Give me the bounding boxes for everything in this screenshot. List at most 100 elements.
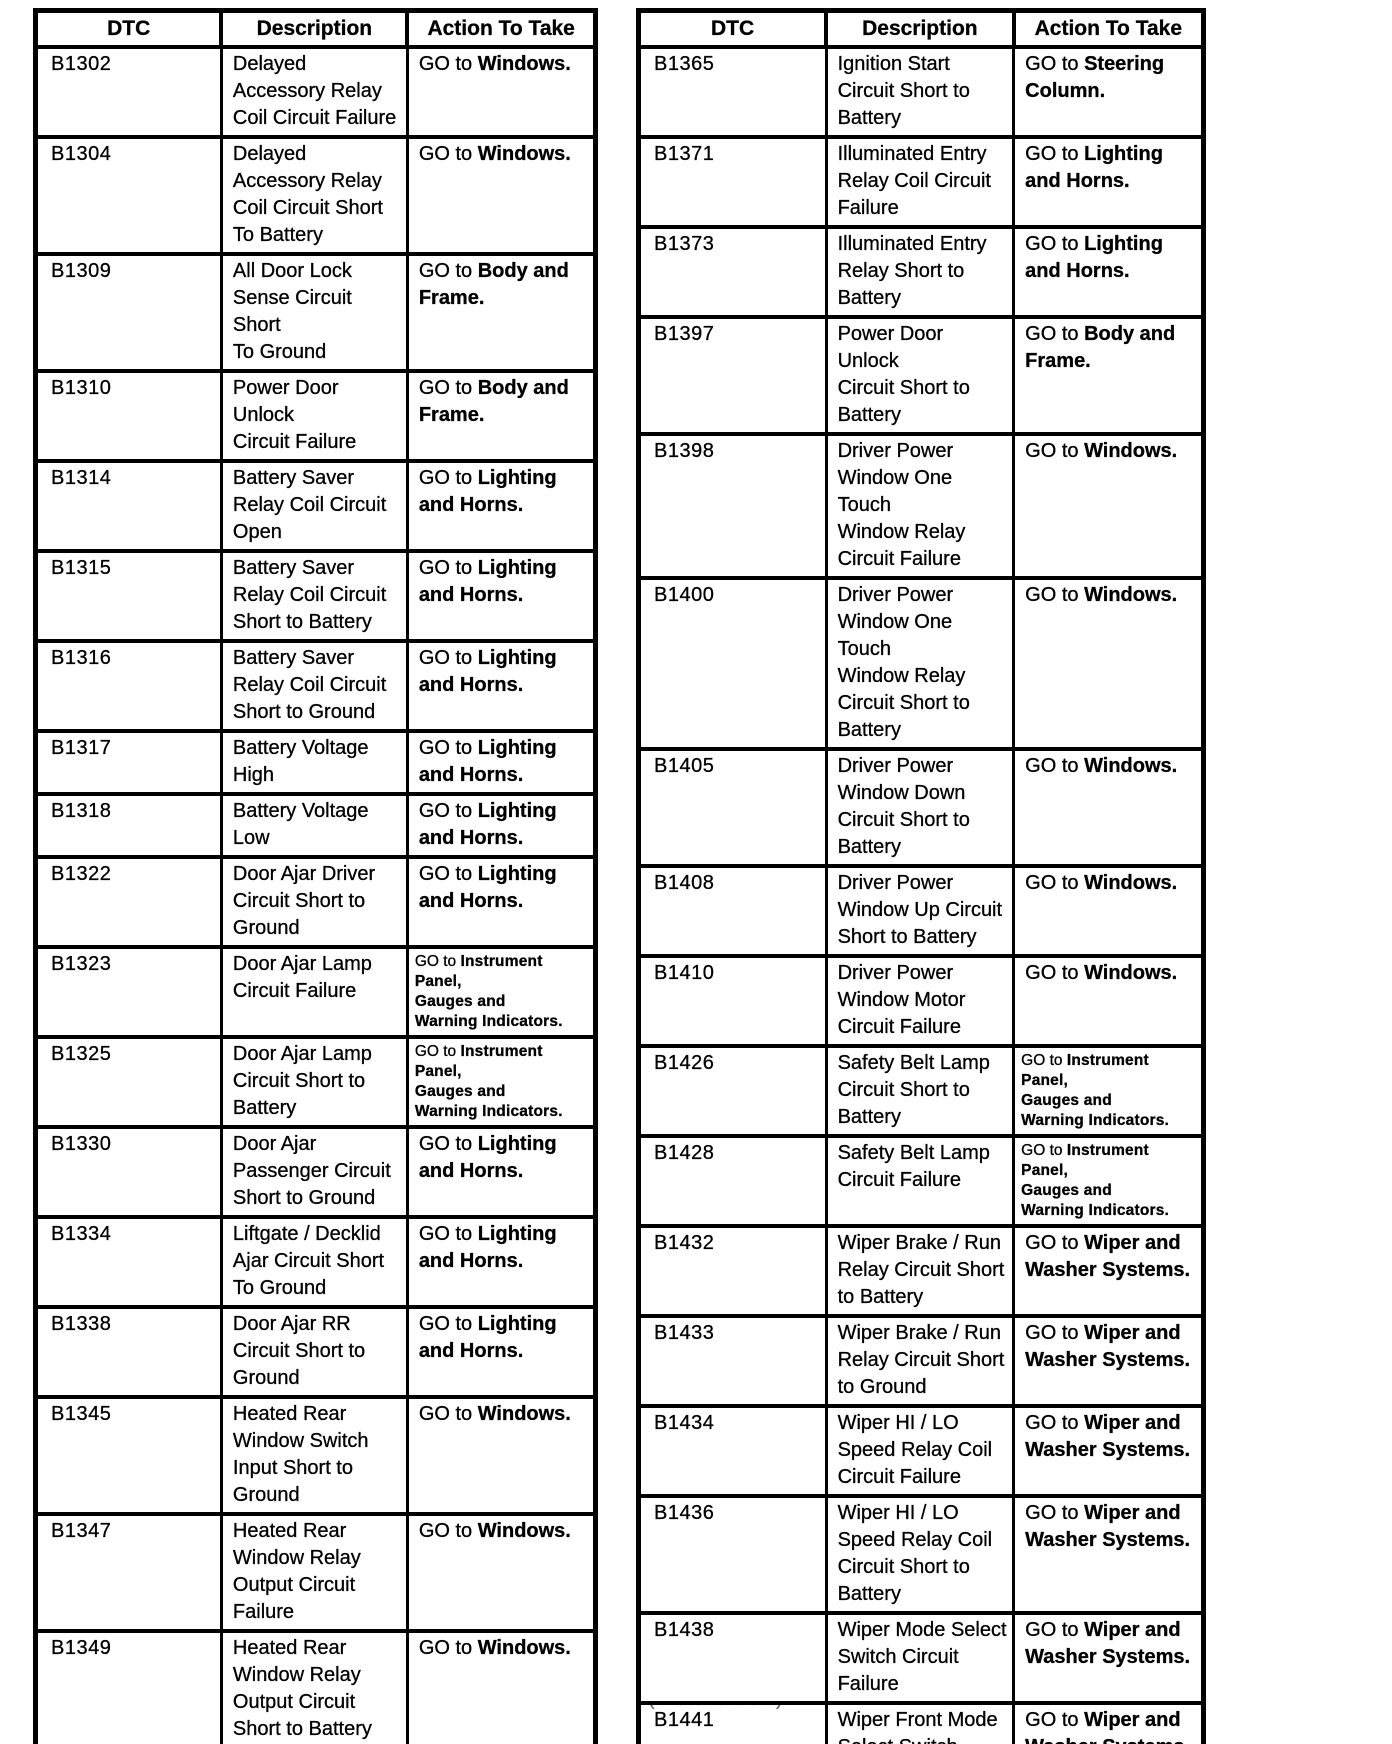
action-cell: GO to Lighting and Horns. [1012,225,1205,319]
action-prefix: GO to [1025,53,1085,75]
description-cell: Illuminated Entry Relay Coil Circuit Fai… [824,135,1016,229]
action-prefix: GO to [418,377,478,399]
action-target: Wiper and Washer Systems. [1025,1709,1190,1744]
action-cell: GO to Lighting and Horns. [405,459,598,553]
dtc-code-cell: B1397 [637,315,828,436]
description-cell: All Door Lock Sense Circuit Short To Gro… [219,252,409,373]
dtc-code-cell: B1428 [637,1134,828,1228]
dtc-code-cell: B1325 [34,1035,223,1129]
action-target: Windows. [477,143,571,165]
header-row: DTC Description Action To Take [33,8,598,49]
action-cell: GO to Lighting and Horns. [405,1125,598,1219]
action-target: Wiper and Washer Systems. [1025,1502,1191,1551]
action-target: Windows. [477,1637,571,1659]
dtc-code-cell: B1345 [34,1395,223,1516]
action-target: Windows. [1084,755,1178,777]
action-cell: GO to Instrument Panel, Gauges and Warni… [405,1035,598,1129]
dtc-code-cell: B1302 [34,45,223,139]
action-prefix: GO to [1025,1412,1085,1434]
dtc-code-cell: B1365 [637,45,828,139]
action-target: Lighting and Horns. [418,647,557,696]
dtc-code-cell: B1400 [637,576,828,751]
action-cell: GO to Lighting and Horns. [405,1215,598,1309]
description-cell: Wiper Mode Select Switch Circuit Failure [824,1611,1016,1705]
dtc-table-left: DTC Description Action To Take B1302 Dela… [33,8,598,1744]
table-row: B1347 Heated Rear Window Relay Output Cir… [34,1512,598,1633]
table-row: B1365 Ignition Start Circuit Short to Bat… [637,45,1205,139]
description-cell: Battery Saver Relay Coil Circuit Short t… [219,639,409,733]
action-prefix: GO to [418,1133,478,1155]
action-target: Instrument Panel, Gauges and Warning Ind… [1021,1142,1170,1219]
action-prefix: GO to [1025,1709,1085,1731]
dtc-code-cell: B1373 [637,225,828,319]
action-target: Windows. [477,1403,571,1425]
dtc-code-cell: B1432 [637,1224,828,1318]
action-prefix: GO to [418,467,478,489]
action-cell: GO to Lighting and Horns. [1012,135,1205,229]
description-cell: Wiper Brake / Run Relay Circuit Short to… [824,1314,1016,1408]
dtc-code-cell: B1317 [34,729,223,796]
table-row: B1349 Heated Rear Window Relay Output Cir… [34,1629,598,1744]
dtc-code-cell: B1434 [637,1404,828,1498]
action-target: Steering Column. [1025,53,1165,102]
action-target: Windows. [477,1520,571,1542]
dtc-code-cell: B1441 [637,1701,828,1744]
action-target: Windows. [1084,584,1178,606]
description-cell: Battery Voltage Low [219,792,409,859]
action-cell: GO to Instrument Panel, Gauges and Warni… [1012,1044,1205,1138]
table-row: B1438 Wiper Mode Select Switch Circuit Fa… [637,1611,1205,1705]
dtc-code-cell: B1349 [34,1629,223,1744]
action-target: Lighting and Horns. [418,1313,557,1362]
table-row: B1397 Power Door Unlock Circuit Short to … [637,315,1205,436]
action-prefix: GO to [1025,1232,1085,1254]
action-target: Windows. [1084,962,1178,984]
dtc-code-cell: B1405 [637,747,828,868]
table-row: B1330 Door Ajar Passenger Circuit Short t… [34,1125,598,1219]
description-cell: Wiper HI / LO Speed Relay Coil Circuit S… [824,1494,1016,1615]
dtc-code-cell: B1322 [34,855,223,949]
action-prefix: GO to [1025,440,1085,462]
action-cell: GO to Wiper and Washer Systems. [1012,1701,1205,1744]
dtc-table-right: DTC Description Action To Take B1365 Igni… [636,8,1206,1744]
action-cell: GO to Instrument Panel, Gauges and Warni… [405,945,598,1039]
action-prefix: GO to [1025,323,1085,345]
action-prefix: GO to [418,737,478,759]
header-action: Action To Take [405,8,598,49]
description-cell: Battery Voltage High [219,729,409,796]
action-target: Wiper and Washer Systems. [1025,1322,1191,1371]
action-target: Lighting and Horns. [418,863,557,912]
header-description: Description [824,8,1016,49]
action-prefix: GO to [1025,962,1085,984]
description-cell: Wiper Brake / Run Relay Circuit Short to… [824,1224,1016,1318]
action-cell: GO to Lighting and Horns. [405,855,598,949]
action-target: Lighting and Horns. [418,1133,557,1182]
action-target: Windows. [477,53,571,75]
dtc-code-cell: B1438 [637,1611,828,1705]
description-cell: Power Door Unlock Circuit Short to Batte… [824,315,1016,436]
description-cell: Driver Power Window One Touch Window Rel… [824,432,1016,580]
description-cell: Battery Saver Relay Coil Circuit Open [219,459,409,553]
action-prefix: GO to [418,863,478,885]
description-cell: Power Door Unlock Circuit Failure [219,369,409,463]
action-target: Lighting and Horns. [1025,143,1163,192]
dtc-code-cell: B1426 [637,1044,828,1138]
dtc-code-cell: B1436 [637,1494,828,1615]
table-row: B1323 Door Ajar Lamp Circuit Failure GO to… [34,945,598,1039]
action-cell: GO to Lighting and Horns. [405,792,598,859]
action-prefix: GO to [418,647,478,669]
table-row: B1410 Driver Power Window Motor Circuit F… [637,954,1205,1048]
description-cell: Heated Rear Window Relay Output Circuit … [219,1512,409,1633]
header-row: DTC Description Action To Take [636,8,1206,49]
action-prefix: GO to [1021,1142,1067,1159]
action-cell: GO to Wiper and Washer Systems. [1012,1404,1205,1498]
action-prefix: GO to [418,53,478,75]
action-target: Instrument Panel, Gauges and Warning Ind… [1021,1052,1170,1129]
action-target: Wiper and Washer Systems. [1025,1232,1191,1281]
description-cell: Delayed Accessory Relay Coil Circuit Fai… [219,45,409,139]
header-description: Description [219,8,410,49]
action-target: Wiper and Washer Systems. [1025,1412,1191,1461]
dtc-code-cell: B1410 [637,954,828,1048]
action-target: Body and Frame. [1025,323,1176,372]
action-target: Lighting and Horns. [418,800,557,849]
action-prefix: GO to [1025,872,1085,894]
